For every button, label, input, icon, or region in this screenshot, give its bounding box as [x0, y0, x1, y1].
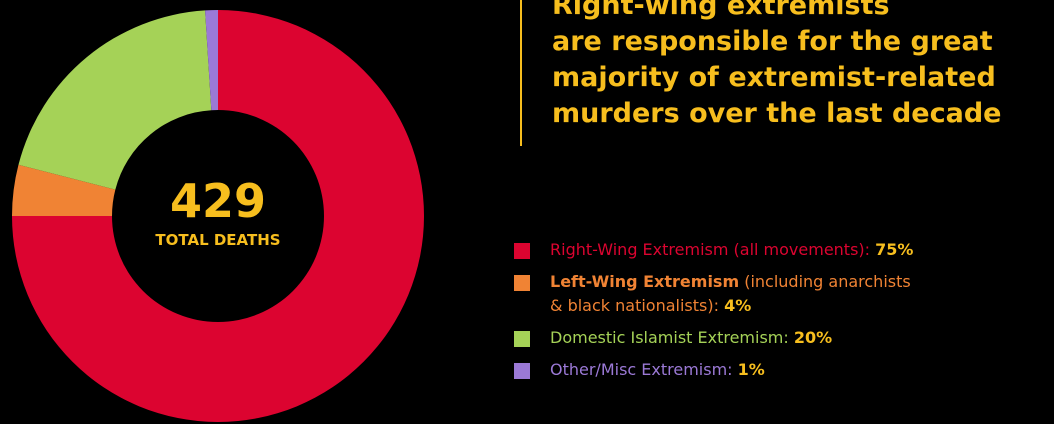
legend-label: Right-Wing Extremism (all movements):: [550, 240, 871, 259]
total-deaths-label: TOTAL DEATHS: [155, 231, 281, 249]
legend-item-left-wing: Left-Wing Extremism (including anarchist…: [514, 270, 1054, 318]
legend-swatch-other: [514, 363, 530, 379]
headline: Right-wing extremists are responsible fo…: [552, 0, 1052, 132]
legend-percent: 4%: [724, 296, 752, 315]
legend-item-islamist: Domestic Islamist Extremism: 20%: [514, 326, 1054, 350]
headline-line: majority of extremist-related: [552, 62, 996, 93]
headline-line: murders over the last decade: [552, 98, 1002, 129]
legend-swatch-left-wing: [514, 275, 530, 291]
donut-slice-domestic-islamist-extremism: [18, 10, 212, 190]
legend-detail: (including anarchists: [739, 272, 911, 291]
legend-percent: 75%: [875, 240, 914, 259]
headline-line: Right-wing extremists: [552, 0, 890, 21]
donut-slice-other-misc-extremism: [205, 10, 218, 111]
legend-percent: 20%: [793, 328, 833, 347]
legend-label: Left-Wing Extremism: [550, 272, 740, 291]
headline-line: are responsible for the great: [552, 26, 993, 57]
legend-percent: 1%: [737, 360, 765, 379]
donut-slice-right-wing-extremism-all-movements: [12, 10, 424, 422]
legend-label: Other/Misc Extremism:: [550, 360, 733, 379]
legend-detail: & black nationalists):: [550, 296, 719, 315]
headline-divider: [520, 0, 522, 146]
legend-swatch-right-wing: [514, 243, 530, 259]
legend-label: Domestic Islamist Extremism:: [550, 328, 789, 347]
donut-slice-left-wing-extremism: [12, 164, 116, 216]
legend: Right-Wing Extremism (all movements): 75…: [514, 238, 1054, 382]
legend-item-other: Other/Misc Extremism: 1%: [514, 358, 1054, 382]
legend-item-right-wing: Right-Wing Extremism (all movements): 75…: [514, 238, 1054, 262]
total-deaths-value: 429: [169, 174, 267, 228]
legend-swatch-islamist: [514, 331, 530, 347]
